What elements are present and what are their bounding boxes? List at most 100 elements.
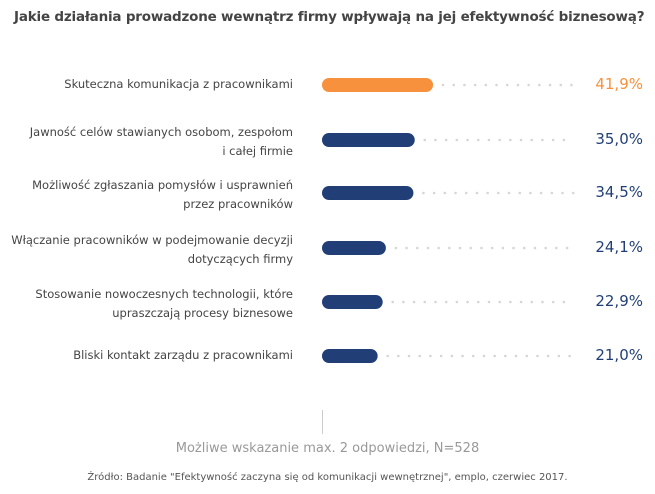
dot-leader: [487, 300, 491, 304]
dot-leader: [522, 246, 526, 250]
bar: [322, 186, 414, 200]
dot-leader: [426, 246, 430, 250]
dot-leader: [412, 300, 416, 304]
category-label-line: upraszczają procesy biznesowe: [112, 306, 293, 320]
dot-leader: [386, 354, 389, 358]
dot-leader: [455, 138, 459, 142]
category-label-line: Możliwość zgłaszania pomysłów i usprawni…: [32, 178, 293, 192]
dot-leader: [519, 300, 523, 304]
bar: [322, 295, 383, 309]
category-label: Skuteczna komunikacja z pracownikami: [0, 75, 293, 94]
dot-leader: [539, 191, 543, 195]
dot-leader: [397, 354, 400, 358]
dot-leader: [443, 191, 447, 195]
dot-leader: [434, 138, 437, 142]
category-label: Bliski kontakt zarządu z pracownikami: [0, 346, 293, 365]
category-label-line: przez pracowników: [183, 197, 293, 211]
dot-leader: [439, 354, 443, 358]
dot-leader: [458, 246, 462, 250]
dot-leader: [536, 354, 539, 358]
category-label: Stosowanie nowoczesnych technologii, któ…: [0, 285, 293, 323]
bar: [322, 349, 378, 363]
value-label: 41,9%: [595, 75, 643, 93]
category-label-line: i całej firmie: [222, 144, 293, 158]
category-label: Jawność celów stawianych osobom, zespoło…: [0, 123, 293, 161]
dot-leader: [471, 354, 475, 358]
value-label: 35,0%: [595, 130, 643, 148]
category-label-line: Włączanie pracowników w podejmowanie dec…: [11, 233, 293, 247]
dot-leader: [570, 83, 573, 87]
dot-leader: [562, 300, 566, 304]
bar: [322, 78, 434, 92]
chart-title: Jakie działania prowadzone wewnątrz firm…: [14, 9, 645, 25]
value-label: 22,9%: [595, 292, 643, 310]
dot-leader: [480, 246, 483, 250]
value-label: 34,5%: [595, 183, 643, 201]
dot-leader: [476, 300, 480, 304]
dot-leader: [452, 83, 456, 87]
dot-leader: [555, 246, 558, 250]
dot-leader: [551, 300, 555, 304]
dot-leader: [432, 191, 436, 195]
dot-leader: [509, 138, 512, 142]
dot-leader: [568, 354, 571, 358]
bar: [322, 241, 386, 255]
category-label-line: Jawność celów stawianych osobom, zespoło…: [29, 125, 293, 139]
dot-leader: [423, 300, 427, 304]
dot-leader: [544, 246, 547, 250]
dot-leader: [441, 83, 445, 87]
dot-leader: [487, 138, 491, 142]
dot-leader: [533, 246, 537, 250]
dot-leader: [437, 246, 440, 250]
dot-leader: [497, 191, 500, 195]
dot-leader: [422, 191, 425, 195]
dot-leader: [512, 246, 515, 250]
dot-leader: [444, 300, 448, 304]
dot-leader: [405, 246, 408, 250]
dot-leader: [504, 354, 507, 358]
dot-leader: [509, 300, 512, 304]
dot-leader: [530, 300, 534, 304]
category-label: Włączanie pracowników w podejmowanie dec…: [0, 231, 293, 269]
dot-leader: [507, 191, 511, 195]
dot-leader: [495, 83, 498, 87]
dot-leader: [394, 246, 398, 250]
dot-leader: [434, 300, 437, 304]
dot-leader: [571, 191, 575, 195]
dot-leader: [455, 300, 459, 304]
dot-leader: [418, 354, 422, 358]
dot-leader: [559, 83, 563, 87]
dot-leader: [498, 138, 501, 142]
dot-leader: [546, 354, 550, 358]
dot-leader: [514, 354, 518, 358]
dot-leader: [505, 83, 509, 87]
value-label: 24,1%: [595, 238, 643, 256]
category-label-line: Stosowanie nowoczesnych technologii, któ…: [35, 287, 293, 301]
dot-leader: [407, 354, 411, 358]
dot-leader: [402, 300, 405, 304]
dot-leader: [538, 83, 541, 87]
dot-leader: [466, 300, 469, 304]
dot-leader: [450, 354, 454, 358]
chart-source: Źródło: Badanie "Efektywność zaczyna się…: [87, 472, 568, 483]
dot-leader: [519, 138, 523, 142]
dot-leader: [469, 246, 473, 250]
dot-leader: [525, 354, 529, 358]
dot-leader: [541, 138, 544, 142]
dot-leader: [484, 83, 488, 87]
dot-leader: [527, 83, 530, 87]
dot-leader: [548, 83, 552, 87]
dot-leader: [464, 191, 468, 195]
dot-leader: [461, 354, 464, 358]
dot-leader: [541, 300, 544, 304]
dot-leader: [498, 300, 501, 304]
dot-leader: [473, 83, 477, 87]
dot-leader: [475, 191, 479, 195]
dot-leader: [561, 191, 564, 195]
dot-leader: [486, 191, 489, 195]
dot-leader: [529, 191, 532, 195]
dot-leader: [516, 83, 520, 87]
dot-leader: [551, 138, 555, 142]
